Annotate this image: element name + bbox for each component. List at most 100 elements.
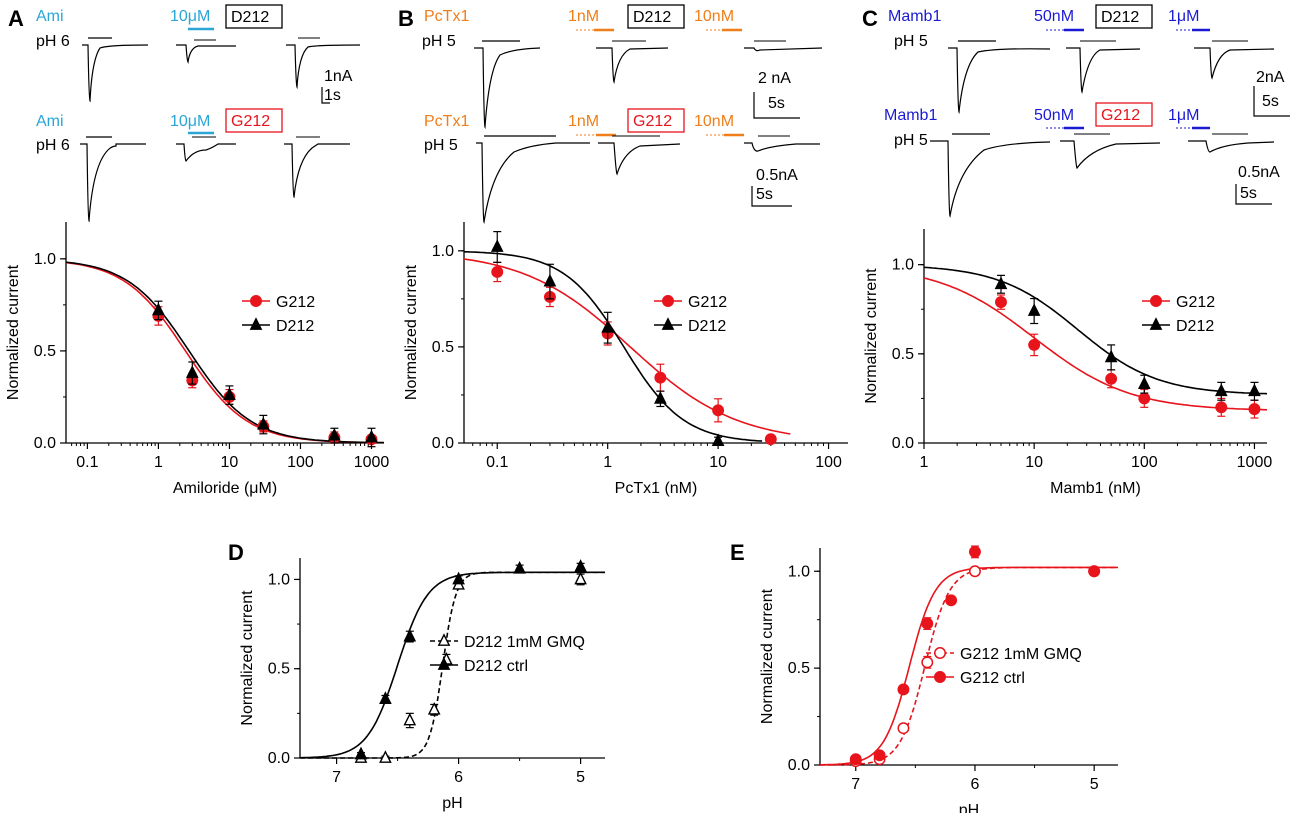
data-point xyxy=(969,565,981,578)
legend-marker xyxy=(437,633,451,646)
trace-b-top-1 xyxy=(474,47,541,130)
panel-b-top-drug: PcTx1 xyxy=(424,8,469,25)
panel-c-top-scalebar xyxy=(1253,86,1290,117)
x-tick-label: 10 xyxy=(709,454,727,471)
legend-label: G212 1mM GMQ xyxy=(960,646,1082,663)
panel-c-top-scale-time: 5s xyxy=(1262,93,1279,110)
x-axis-label: pH xyxy=(959,802,979,813)
legend-label: G212 xyxy=(688,294,727,311)
x-tick-label: 100 xyxy=(815,454,842,471)
legend-label: G212 xyxy=(1176,294,1215,311)
y-axis-label: Normalized current xyxy=(5,264,22,400)
data-point xyxy=(403,628,417,642)
legend-marker xyxy=(661,317,675,330)
fit-curve-g212-1mm-gmq xyxy=(820,566,1118,766)
data-point xyxy=(491,266,504,278)
data-point xyxy=(365,429,378,443)
data-point xyxy=(328,427,341,441)
trace-c-top-3 xyxy=(1194,47,1275,80)
data-point xyxy=(513,560,526,574)
data-point xyxy=(712,404,725,417)
panel-a-top-box-label: D212 xyxy=(231,9,269,26)
fit-curve-d212-ctrl xyxy=(300,571,605,759)
legend-label: G212 xyxy=(276,294,315,311)
panel-b-bottom-box-label: G212 xyxy=(633,113,672,130)
legend-label: D212 1mM GMQ xyxy=(464,634,585,651)
data-point xyxy=(654,371,667,384)
trace-a-bottom-1 xyxy=(80,143,146,223)
trace-b-top-2 xyxy=(596,47,669,84)
panel-b-bottom-conc1: 1nM xyxy=(568,113,599,130)
trace-a-top-3 xyxy=(286,44,361,90)
x-tick-label: 1 xyxy=(603,454,612,471)
x-tick-label: 100 xyxy=(1131,454,1158,471)
y-tick-label: 1.0 xyxy=(892,257,914,274)
x-tick-label: 5 xyxy=(576,769,585,786)
data-point xyxy=(995,296,1007,309)
data-point xyxy=(873,749,886,762)
data-point xyxy=(654,391,667,404)
data-point xyxy=(403,712,417,726)
panel-c-bottom-conc1: 50nM xyxy=(1034,107,1074,124)
legend-marker xyxy=(1150,295,1162,307)
trace-a-bottom-2 xyxy=(176,143,236,162)
data-point xyxy=(1137,376,1151,390)
data-point xyxy=(379,750,392,763)
panel-c-top-ph: pH 5 xyxy=(894,33,928,50)
panel-c-letter: C xyxy=(862,6,878,31)
panel-a-bottom-box-label: G212 xyxy=(231,113,270,130)
legend-marker xyxy=(934,647,946,659)
data-point xyxy=(601,319,615,333)
y-axis-label: Normalized current xyxy=(863,268,880,404)
x-tick-label: 100 xyxy=(287,454,314,471)
panel-a-top-scalebar xyxy=(321,87,330,104)
data-point xyxy=(574,559,587,572)
trace-c-top-2 xyxy=(1066,47,1141,94)
panel-b-bottom-scale-amp: 0.5nA xyxy=(756,167,798,184)
panel-b-top-scalebar xyxy=(753,92,800,119)
trace-c-bottom-2 xyxy=(1060,140,1161,170)
data-point xyxy=(1215,401,1228,414)
legend-label: D212 xyxy=(1176,318,1214,335)
panel-c-top-box-label: D212 xyxy=(1101,9,1139,26)
fit-curve-g212 xyxy=(463,258,791,435)
data-point xyxy=(574,571,587,585)
panel-c-top-scale-amp: 2nA xyxy=(1256,69,1285,86)
y-axis-label: Normalized current xyxy=(759,588,776,724)
trace-b-bottom-1 xyxy=(476,142,590,224)
y-tick-label: 0.0 xyxy=(268,750,290,767)
data-point xyxy=(945,594,958,607)
data-point xyxy=(543,273,557,287)
trace-a-top-1 xyxy=(82,44,149,103)
data-point xyxy=(1028,338,1041,351)
x-axis-label: PcTx1 (nM) xyxy=(615,480,698,497)
panel-b-top-conc1: 1nM xyxy=(568,8,599,25)
x-tick-label: 1 xyxy=(154,454,163,471)
data-point xyxy=(256,416,270,430)
chart-d: 0.0 0.5 1.0 7 6 5 pH Normalized current D212 1mM… xyxy=(239,558,605,812)
trace-b-bottom-2 xyxy=(598,142,681,176)
y-tick-label: 0.0 xyxy=(788,757,810,774)
panel-c-bottom-conc2: 1μM xyxy=(1168,107,1199,124)
legend-marker xyxy=(934,671,946,683)
x-tick-label: 1000 xyxy=(354,454,390,471)
panel-c-bottom-drug: Mamb1 xyxy=(884,107,937,124)
trace-c-top-1 xyxy=(948,47,1051,115)
legend-marker xyxy=(249,317,263,330)
legend-label: D212 ctrl xyxy=(464,658,528,675)
data-point xyxy=(897,683,910,696)
panel-c-top-box xyxy=(1095,4,1153,29)
panel-c-top-drug: Mamb1 xyxy=(888,8,941,25)
data-point xyxy=(897,722,910,735)
legend-marker xyxy=(250,295,262,307)
panel-c-bottom-box-label: G212 xyxy=(1101,107,1140,124)
x-tick-label: 0.1 xyxy=(76,454,98,471)
chart-c: 0.0 0.5 1.0 1 10 100 1000 Mamb1 (nM) Normalized … xyxy=(863,229,1272,497)
data-point xyxy=(379,691,392,704)
trace-c-bottom-1 xyxy=(930,140,1051,218)
fit-curve-d212 xyxy=(65,261,385,444)
panel-b-top-conc2: 10nM xyxy=(694,8,734,25)
fit-curve-g212 xyxy=(923,277,1268,411)
data-point xyxy=(969,545,981,558)
